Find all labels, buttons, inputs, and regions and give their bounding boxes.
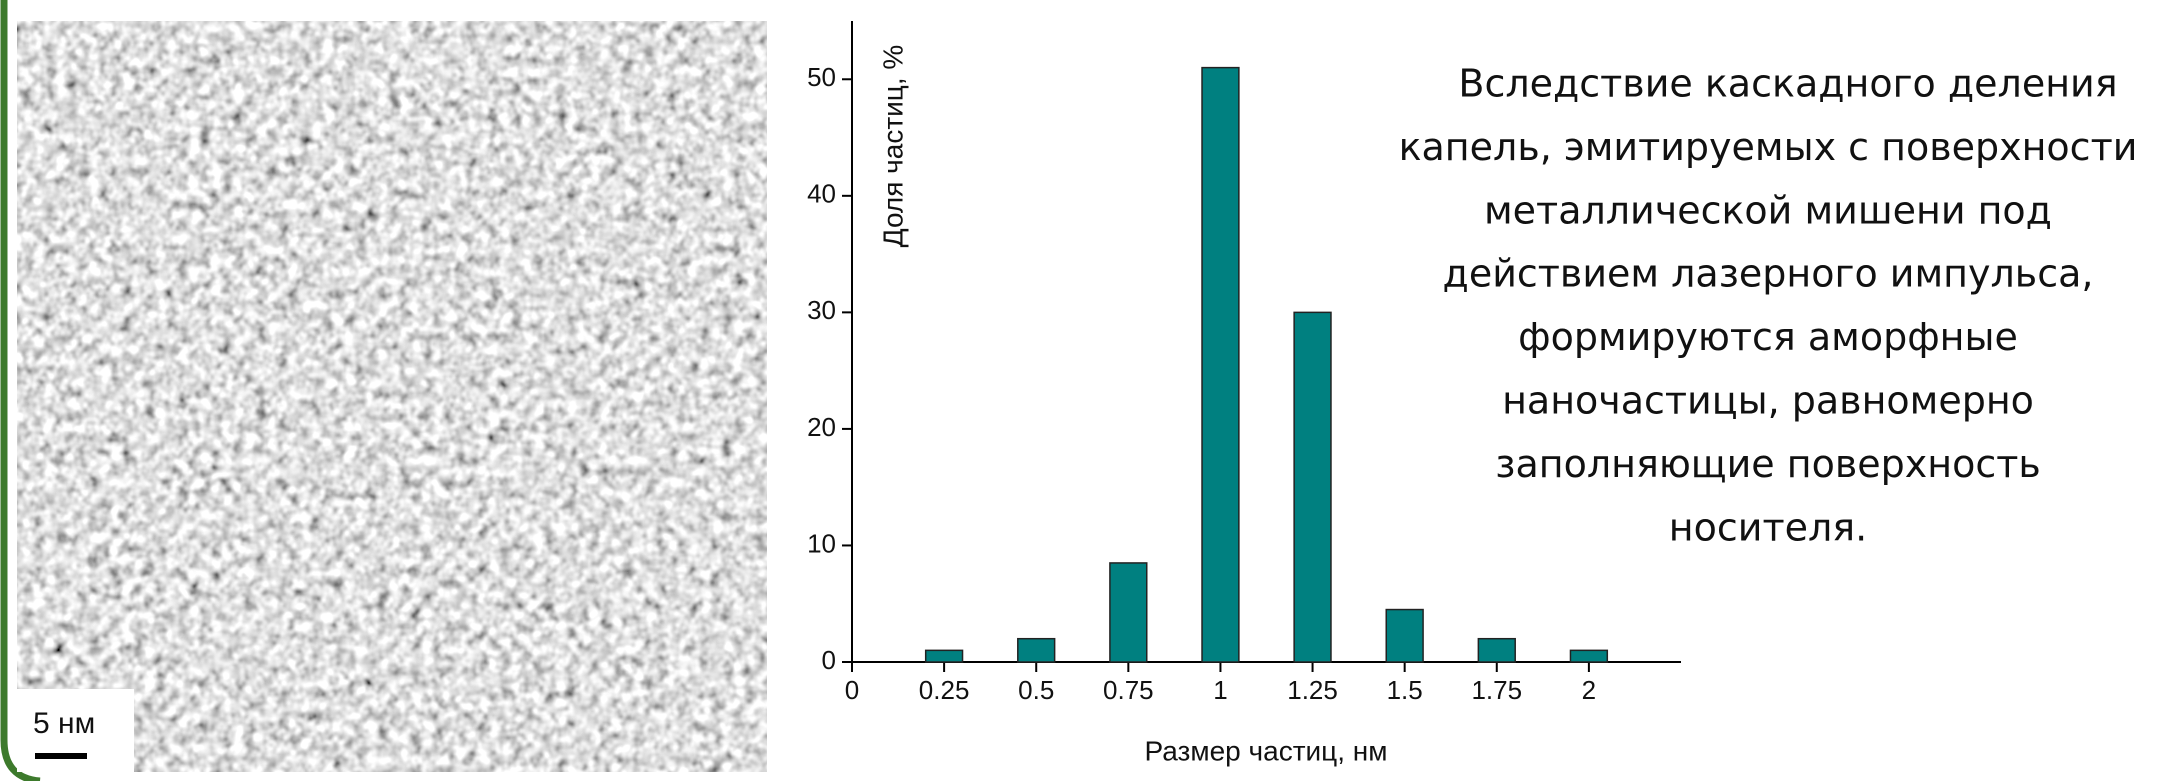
x-tick-label: 2 (1582, 675, 1596, 705)
description-line: формируются аморфные (1518, 315, 2018, 359)
description-line: действием лазерного импульса, (1443, 252, 2094, 296)
chart: 0 10 20 30 40 50 0 0.25 0.5 0.75 1 1.25 1.5 1.75 2 (807, 21, 1681, 705)
description-line: Вследствие каскадного деления (1458, 62, 2117, 106)
bar (1201, 66, 1240, 663)
x-tick-label: 0 (845, 675, 859, 705)
description-line: заполняющие поверхность (1495, 442, 2041, 486)
x-tick-label: 1.75 (1471, 675, 1522, 705)
x-tick-label: 1.5 (1387, 675, 1423, 705)
slide-frame (0, 0, 41, 781)
description: Вследствие каскадного деления капель, эми… (1399, 62, 2138, 550)
y-tick-label: 50 (807, 62, 836, 92)
bar (1385, 608, 1424, 663)
y-tick-label: 30 (807, 295, 836, 325)
description-line: наночастицы, равномерно (1502, 379, 2034, 423)
y-axis-label: Доля частиц, % (877, 45, 908, 248)
bar (1109, 562, 1148, 663)
description-line: металлической мишени под (1484, 188, 2052, 232)
y-tick-label: 40 (807, 179, 836, 209)
bar (1477, 637, 1516, 663)
bar (1017, 637, 1056, 663)
bar (924, 649, 964, 663)
y-tick-label: 20 (807, 412, 836, 442)
micrograph (16, 20, 768, 773)
y-tick-label: 10 (807, 528, 836, 558)
x-axis-label: Размер частиц, нм (1145, 735, 1388, 766)
x-tick-label: 0.75 (1103, 675, 1154, 705)
bar (1293, 311, 1332, 663)
x-tick-label: 1 (1213, 675, 1227, 705)
x-tick-label: 0.25 (919, 675, 970, 705)
x-tick-label: 0.5 (1018, 675, 1054, 705)
x-tick-label: 1.25 (1287, 675, 1338, 705)
scale-bar-label: 5 нм (33, 707, 95, 740)
bar (1569, 649, 1609, 663)
description-line: носителя. (1669, 505, 1867, 549)
scale-bar (35, 753, 87, 759)
y-tick-label: 0 (822, 645, 836, 675)
description-line: капель, эмитируемых с поверхности (1399, 125, 2138, 169)
